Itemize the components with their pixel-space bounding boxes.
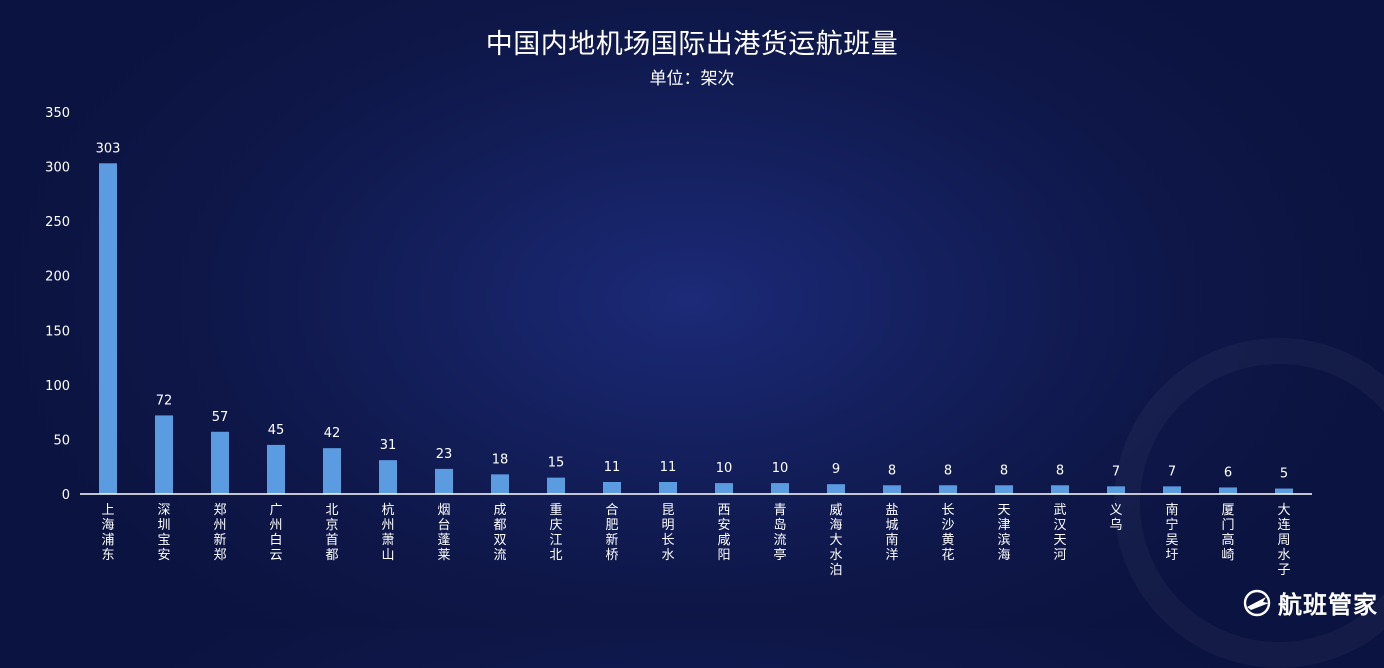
y-tick-label: 150 <box>45 324 70 339</box>
bar <box>715 483 733 494</box>
data-label: 7 <box>1168 464 1176 479</box>
x-tick-label: 昆明长水 <box>661 503 674 563</box>
data-label: 5 <box>1280 467 1288 482</box>
data-labels: 303 72 57 45 42 31 23 18 15 11 11 10 10 9 8 8 8 8 7 7 6 5 <box>96 141 1289 481</box>
data-label: 8 <box>1000 463 1008 478</box>
data-label: 31 <box>380 438 397 453</box>
bar <box>827 484 845 494</box>
y-axis: 0 50 100 150 200 250 300 350 <box>45 106 70 503</box>
bar-series <box>99 163 1293 494</box>
x-tick-label: 盐城南洋 <box>885 503 898 563</box>
bar <box>211 431 229 494</box>
x-tick-label: 杭州萧山 <box>381 503 394 563</box>
bar <box>659 481 677 494</box>
x-tick-label: 郑州新郑 <box>213 503 226 563</box>
bar <box>1219 487 1237 494</box>
x-tick-label: 天津滨海 <box>997 503 1010 563</box>
bar <box>771 483 789 494</box>
data-label: 9 <box>832 462 840 477</box>
y-tick-label: 300 <box>45 161 70 176</box>
data-label: 303 <box>96 141 121 156</box>
x-tick-label: 合肥新桥 <box>605 503 618 563</box>
x-tick-label: 重庆江北 <box>549 502 562 563</box>
x-tick-label: 上海浦东 <box>101 503 114 563</box>
x-tick-label: 厦门高崎 <box>1221 503 1234 563</box>
brand-name: 航班管家 <box>1278 591 1378 619</box>
bar <box>379 460 397 494</box>
y-tick-label: 200 <box>45 270 70 285</box>
y-tick-label: 100 <box>45 379 70 394</box>
data-label: 10 <box>716 461 733 476</box>
x-tick-label: 西安咸阳 <box>717 503 730 563</box>
airplane-globe-logo-icon <box>1243 589 1271 616</box>
x-tick-label: 大连周水子 <box>1277 503 1290 578</box>
bar <box>883 485 901 494</box>
data-label: 7 <box>1112 464 1120 479</box>
data-label: 8 <box>944 463 952 478</box>
data-label: 18 <box>492 452 509 467</box>
data-label: 15 <box>548 456 565 471</box>
x-tick-label: 深圳宝安 <box>157 503 170 563</box>
x-tick-label: 青岛流亭 <box>773 503 786 563</box>
chart-title: 中国内地机场国际出港货运航班量 <box>485 29 899 60</box>
x-tick-label: 广州白云 <box>269 503 282 563</box>
data-label: 10 <box>772 461 789 476</box>
bar <box>491 474 509 494</box>
data-label: 11 <box>604 460 621 475</box>
x-tick-label: 北京首都 <box>325 503 338 563</box>
y-tick-label: 50 <box>53 433 70 448</box>
x-tick-label: 南宁吴圩 <box>1165 502 1178 563</box>
data-label: 45 <box>268 423 285 438</box>
y-tick-label: 350 <box>45 106 70 121</box>
data-label: 8 <box>1056 463 1064 478</box>
bar <box>547 477 565 494</box>
bar <box>1163 486 1181 494</box>
bar <box>1051 485 1069 494</box>
brand-logo-group: 航班管家 <box>1242 585 1378 620</box>
data-label: 11 <box>660 460 677 475</box>
chart-subtitle: 单位：架次 <box>649 69 735 89</box>
data-label: 23 <box>436 447 453 462</box>
x-tick-label: 长沙黄花 <box>941 503 954 563</box>
y-tick-label: 0 <box>62 488 70 503</box>
bar <box>1107 486 1125 494</box>
data-label: 42 <box>324 426 341 441</box>
data-label: 57 <box>212 410 229 425</box>
bar <box>99 163 117 494</box>
bar <box>323 448 341 494</box>
bar <box>1275 488 1293 494</box>
bar <box>435 468 453 494</box>
bar <box>603 481 621 494</box>
data-label: 8 <box>888 463 896 478</box>
x-tick-label: 烟台蓬莱 <box>437 503 450 563</box>
x-tick-label: 义乌 <box>1109 503 1122 533</box>
x-tick-label: 成都双流 <box>493 503 506 563</box>
x-tick-label: 武汉天河 <box>1053 503 1066 563</box>
data-label: 72 <box>156 393 173 408</box>
bar <box>155 415 173 494</box>
x-axis: 上海浦东 深圳宝安 郑州新郑 广州白云 北京首都 杭州萧山 烟台蓬莱 成都双流 重庆江北 合肥新桥… <box>80 493 1312 578</box>
data-label: 6 <box>1224 465 1232 480</box>
x-tick-label: 威海大水泊 <box>829 503 842 578</box>
bar <box>995 485 1013 494</box>
bar <box>267 444 285 494</box>
y-tick-label: 250 <box>45 215 70 230</box>
bar <box>939 485 957 494</box>
